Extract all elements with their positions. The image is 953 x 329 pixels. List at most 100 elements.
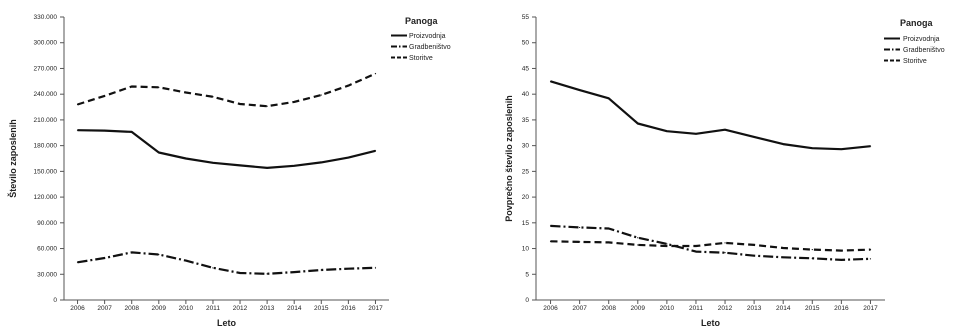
data-point: [840, 250, 842, 252]
data-point: [811, 147, 813, 149]
data-point: [212, 96, 214, 98]
legend: Panoga Proizvodnja Gradbeništvo Storitve: [391, 16, 451, 62]
series-line: [550, 80, 871, 151]
y-tick-label: 150.000: [34, 168, 58, 175]
series-line: [550, 224, 871, 261]
series-storitve: [549, 240, 872, 252]
data-point: [320, 94, 322, 96]
series-line: [550, 240, 871, 252]
x-tick-label: 2009: [152, 305, 167, 312]
data-point: [579, 241, 581, 243]
y-tick-label: 210.000: [34, 117, 58, 124]
data-point: [840, 148, 842, 150]
y-tick-label: 0: [53, 297, 57, 304]
data-point: [293, 101, 295, 103]
data-point: [158, 86, 160, 88]
x-tick-label: 2015: [314, 305, 329, 312]
data-point: [579, 89, 581, 91]
data-point: [695, 251, 697, 253]
data-point: [724, 242, 726, 244]
chart-1: 0 30.000 60.000 90.000 120.000 150.000 180.000…: [7, 14, 451, 328]
data-point: [320, 269, 322, 271]
data-point: [549, 240, 552, 242]
data-point: [266, 167, 268, 169]
x-tick-label: 2008: [124, 305, 139, 312]
y-tick-label: 30.000: [37, 271, 57, 278]
data-point: [782, 256, 784, 258]
y-tick-label: 15: [522, 220, 530, 227]
data-point: [637, 244, 639, 246]
x-tick-label: 2012: [718, 305, 733, 312]
data-point: [293, 271, 295, 273]
y-tick-label: 25: [522, 168, 530, 175]
y-tick-label: 45: [522, 65, 530, 72]
legend-entry: Gradbeništvo: [903, 47, 945, 54]
chart-2: 0 5 10 15 20 25 30 35 40 45 50 55 2006 2007 2008 2009 20…: [504, 14, 945, 328]
series-proizvodnja: [76, 129, 377, 169]
data-point: [131, 85, 133, 88]
y-tick-label: 120.000: [34, 194, 58, 201]
y-tick-label: 20: [522, 194, 530, 201]
series-line: [77, 72, 376, 108]
legend-entry: Gradbeništvo: [409, 44, 451, 51]
x-tick-label: 2016: [341, 305, 356, 312]
legend-title: Panoga: [900, 18, 934, 28]
data-point: [374, 150, 377, 152]
data-point: [374, 267, 377, 269]
x-tick-label: 2015: [805, 305, 820, 312]
legend-title: Panoga: [405, 16, 439, 26]
data-point: [549, 80, 552, 82]
data-point: [185, 259, 187, 262]
data-point: [347, 268, 349, 270]
x-tick-label: 2010: [179, 305, 194, 312]
data-point: [266, 105, 268, 107]
x-tick-label: 2013: [260, 305, 275, 312]
y-tick-label: 270.000: [34, 65, 58, 72]
data-point: [239, 103, 241, 105]
data-point: [131, 131, 133, 133]
x-tick-label: 2006: [543, 305, 558, 312]
data-point: [695, 133, 697, 135]
data-point: [131, 251, 133, 254]
data-point: [104, 257, 106, 259]
x-tick-label: 2006: [70, 305, 85, 312]
data-point: [347, 85, 349, 87]
data-point: [666, 245, 668, 247]
data-point: [753, 244, 755, 246]
data-point: [266, 273, 268, 275]
data-point: [158, 151, 160, 154]
data-point: [104, 95, 106, 97]
y-tick-label: 30: [522, 143, 530, 150]
data-point: [695, 245, 697, 247]
x-tick-label: 2011: [689, 305, 703, 312]
data-point: [637, 237, 639, 239]
series-gradbeništvo: [76, 251, 377, 275]
x-axis-title: Leto: [701, 318, 721, 328]
data-point: [185, 157, 187, 160]
legend-entry: Proizvodnja: [903, 36, 940, 43]
data-point: [239, 164, 241, 166]
data-point: [76, 261, 79, 263]
data-point: [782, 247, 784, 249]
series-line: [77, 129, 376, 169]
data-point: [666, 130, 668, 132]
y-tick-label: 5: [525, 271, 529, 278]
data-point: [811, 257, 813, 259]
data-point: [76, 103, 79, 106]
x-tick-label: 2011: [206, 305, 220, 312]
series-proizvodnja: [549, 80, 872, 151]
data-point: [753, 136, 755, 138]
y-tick-label: 60.000: [37, 246, 57, 253]
data-point: [724, 129, 726, 131]
legend-entry: Storitve: [903, 58, 927, 65]
y-tick-label: 300.000: [34, 40, 58, 47]
y-tick-label: 55: [522, 14, 530, 21]
data-point: [347, 157, 349, 159]
x-tick-label: 2007: [572, 305, 587, 312]
series-line: [77, 251, 376, 275]
data-point: [811, 248, 813, 251]
x-axis-title: Leto: [217, 318, 237, 328]
x-tick-label: 2016: [834, 305, 849, 312]
data-point: [239, 272, 241, 274]
